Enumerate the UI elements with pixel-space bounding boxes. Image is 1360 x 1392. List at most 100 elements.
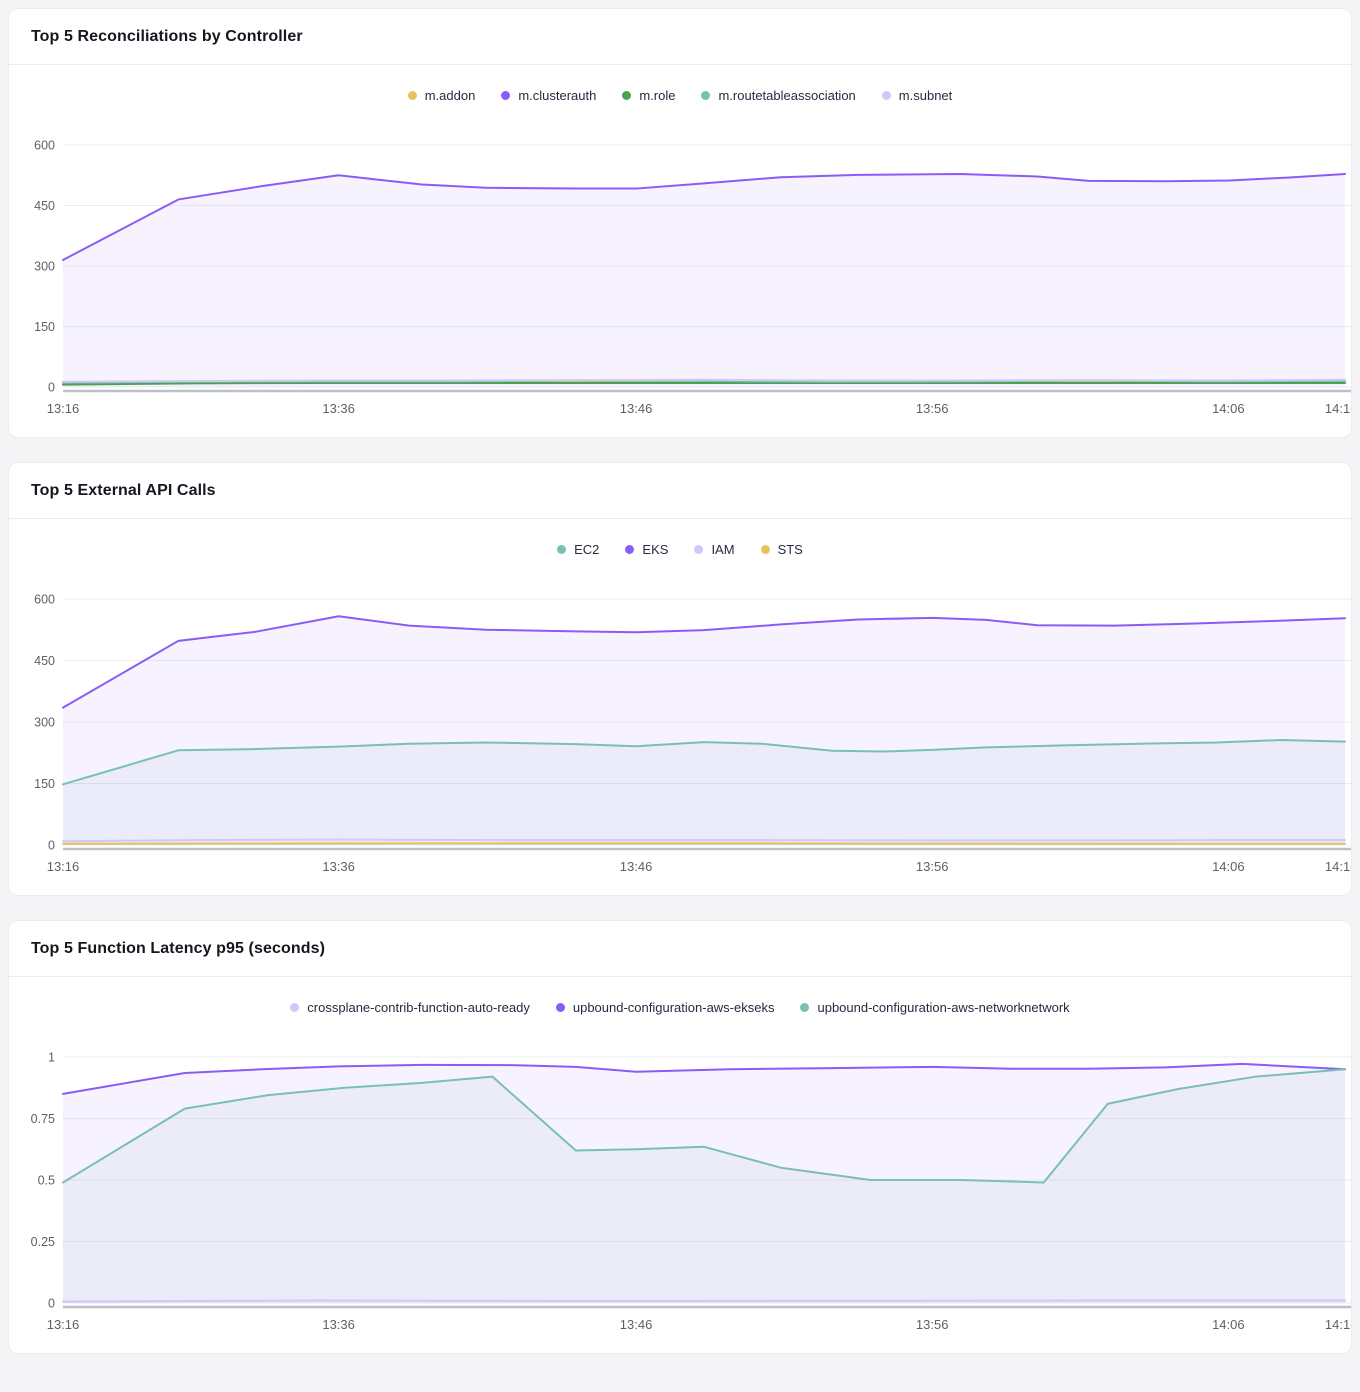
legend-label: STS: [777, 541, 803, 557]
legend-label: EC2: [574, 541, 600, 557]
series-line-EC2: [62, 739, 1346, 786]
x-tick-label: 13:36: [322, 401, 355, 416]
chart-legend: crossplane-contrib-function-auto-ready up…: [9, 997, 1351, 1017]
legend-item-STS[interactable]: STS: [760, 541, 803, 557]
legend-item-upbound-configuration-aws-ekseks[interactable]: upbound-configuration-aws-ekseks: [555, 999, 775, 1015]
legend-item-m.clusterauth[interactable]: m.clusterauth: [501, 88, 596, 103]
x-tick-label: 14:06: [1212, 401, 1245, 416]
chart-legend: m.addon m.clusterauth m.role m.routetableas…: [9, 85, 1351, 105]
card-header: Top 5 External API Calls: [9, 463, 1351, 519]
x-tick-label: 13:46: [620, 1317, 653, 1332]
y-tick-label: 450: [34, 199, 55, 213]
series-area-EKS: [63, 616, 1345, 845]
chart-svg: 0 0.25 0.5 0.75 1 13:16 13:36 13:46 13:56 14:06 14…: [31, 1051, 1352, 1332]
legend-label: upbound-configuration-aws-networknetwork: [817, 999, 1070, 1015]
y-tick-label: 150: [34, 777, 55, 791]
legend-color-dot-icon: [694, 544, 704, 554]
legend-item-EC2[interactable]: EC2: [557, 542, 599, 557]
legend-color-dot-icon: [625, 544, 635, 554]
legend-label: m.routetableassociation: [718, 87, 856, 103]
x-tick-label: 14:16: [1325, 401, 1352, 416]
legend-item-EKS[interactable]: EKS: [625, 542, 668, 557]
chart-svg: 0 150 300 450 600 13:16 13:36 13:46 13:56 14:06 14…: [34, 139, 1352, 416]
legend-label: IAM: [711, 541, 735, 557]
series-area-EC2: [63, 740, 1345, 845]
legend-color-dot-icon: [407, 90, 417, 100]
y-tick-label: 300: [34, 716, 55, 730]
legend-color-dot-icon: [881, 90, 891, 100]
x-tick-label: 13:56: [916, 859, 949, 874]
legend-color-dot-icon: [800, 1002, 810, 1012]
legend-item-upbound-configuration-aws-networknetwork[interactable]: upbound-configuration-aws-networknetwork: [800, 999, 1070, 1015]
x-tick-label: 13:36: [322, 1317, 355, 1332]
x-tick-label: 13:46: [620, 859, 653, 874]
legend-label: crossplane-contrib-function-auto-ready: [307, 999, 530, 1015]
x-tick-label: 14:16: [1325, 1317, 1352, 1332]
legend-label: m.clusterauth: [518, 87, 597, 103]
legend-label: m.subnet: [898, 87, 953, 103]
card-header: Top 5 Reconciliations by Controller: [9, 9, 1351, 65]
series-line-m.subnet: [62, 378, 1346, 383]
legend-item-m.routetableassociation[interactable]: m.routetableassociation: [701, 87, 856, 103]
y-tick-label: 0.75: [31, 1112, 55, 1126]
legend-label: EKS: [642, 541, 669, 557]
y-tick-label: 600: [34, 593, 55, 607]
chart-body: crossplane-contrib-function-auto-ready up…: [9, 977, 1351, 1353]
y-tick-label: 0: [48, 381, 55, 395]
legend-item-IAM[interactable]: IAM: [694, 541, 735, 557]
y-tick-label: 300: [34, 260, 55, 274]
x-tick-label: 13:56: [916, 1317, 949, 1332]
y-tick-label: 0.25: [31, 1235, 55, 1249]
y-tick-label: 0.5: [38, 1174, 55, 1188]
legend-color-dot-icon: [557, 544, 567, 554]
chart-canvas: 0 150 300 450 600 13:16 13:36 13:46 13:56 14:06 14…: [9, 139, 1351, 421]
legend-item-m.role[interactable]: m.role: [622, 88, 675, 103]
x-tick-label: 13:16: [47, 859, 80, 874]
legend-item-crossplane-contrib-function-auto-ready[interactable]: crossplane-contrib-function-auto-ready: [290, 1000, 530, 1015]
chart-body: m.addon m.clusterauth m.role m.routetableas…: [9, 65, 1351, 437]
legend-color-dot-icon: [701, 90, 711, 100]
series-line-EKS: [62, 615, 1346, 709]
x-tick-label: 14:16: [1325, 859, 1352, 874]
y-tick-label: 0: [48, 1297, 55, 1311]
legend-item-m.addon[interactable]: m.addon: [407, 87, 476, 103]
chart-title: Top 5 Function Latency p95 (seconds): [31, 939, 326, 957]
legend-color-dot-icon: [622, 90, 632, 100]
chart-card-external-api-calls: Top 5 External API Calls EC2 EKS IAM STS 0 1…: [8, 462, 1352, 896]
chart-canvas: 0 0.25 0.5 0.75 1 13:16 13:36 13:46 13:56 14:06 14…: [9, 1051, 1351, 1337]
series-area-upbound-configuration-aws-networknetwork: [63, 1069, 1345, 1303]
chart-card-reconciliations: Top 5 Reconciliations by Controller m.ad…: [8, 8, 1352, 438]
chart-body: EC2 EKS IAM STS 0 150 300 450 600 13:16 13:36 13:4…: [9, 519, 1351, 895]
chart-svg: 0 150 300 450 600 13:16 13:36 13:46 13:56 14:06 14…: [34, 593, 1352, 874]
y-tick-label: 1: [48, 1051, 55, 1065]
x-tick-label: 14:06: [1212, 859, 1245, 874]
series-line-IAM: [62, 838, 1346, 843]
x-tick-label: 13:16: [47, 401, 80, 416]
y-tick-label: 450: [34, 654, 55, 668]
legend-item-m.subnet[interactable]: m.subnet: [881, 87, 953, 103]
metrics-dashboard: Top 5 Reconciliations by Controller m.ad…: [8, 8, 1352, 1354]
x-tick-label: 14:06: [1212, 1317, 1245, 1332]
y-tick-label: 0: [48, 839, 55, 853]
legend-label: upbound-configuration-aws-ekseks: [572, 999, 775, 1015]
chart-legend: EC2 EKS IAM STS: [9, 539, 1351, 559]
chart-card-function-latency: Top 5 Function Latency p95 (seconds) cro…: [8, 920, 1352, 1354]
legend-color-dot-icon: [290, 1002, 300, 1012]
x-tick-label: 13:16: [47, 1317, 80, 1332]
chart-title: Top 5 External API Calls: [31, 481, 216, 499]
series-line-m.role: [62, 381, 1346, 386]
legend-label: m.addon: [424, 87, 476, 103]
y-tick-label: 150: [34, 320, 55, 334]
legend-color-dot-icon: [501, 90, 511, 100]
series-area-upbound-configuration-aws-ekseks: [63, 1063, 1345, 1303]
x-tick-label: 13:36: [322, 859, 355, 874]
card-header: Top 5 Function Latency p95 (seconds): [9, 921, 1351, 977]
chart-title: Top 5 Reconciliations by Controller: [31, 27, 303, 45]
y-tick-label: 600: [34, 139, 55, 153]
series-line-upbound-configuration-aws-networknetwork: [62, 1068, 1346, 1184]
x-tick-label: 13:46: [620, 401, 653, 416]
chart-canvas: 0 150 300 450 600 13:16 13:36 13:46 13:56 14:06 14…: [9, 593, 1351, 879]
legend-color-dot-icon: [760, 544, 770, 554]
series-area-m.clusterauth: [63, 174, 1345, 387]
series-line-upbound-configuration-aws-ekseks: [62, 1062, 1346, 1095]
